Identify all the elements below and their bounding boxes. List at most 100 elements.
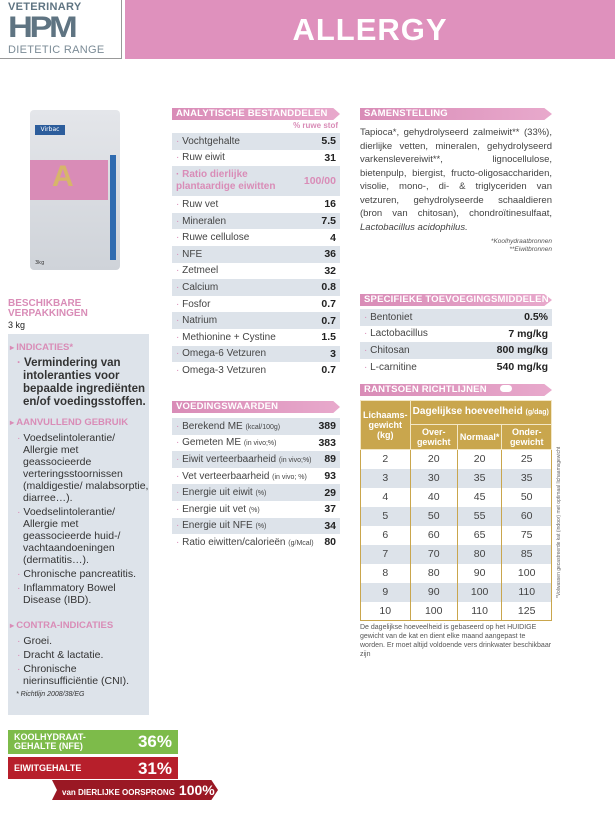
row-value: 34 xyxy=(324,519,336,532)
row-value: 389 xyxy=(318,420,336,433)
col-overweight: Over-gewicht xyxy=(409,424,458,450)
row-label: Fosfor xyxy=(176,299,210,310)
row-value: 31 xyxy=(324,151,336,164)
row-label: Natrium xyxy=(176,315,217,326)
hpm-logo: VETERINARY HPM DIETETIC RANGE xyxy=(0,0,122,59)
nfe-badge: KOOLHYDRAAT-GEHALTE (NFE) 36% xyxy=(8,730,178,754)
table-row: Vet verteerbaarheid (in vivo; %) 93 xyxy=(172,468,340,485)
origin-label: van DIERLIJKE OORSPRONG xyxy=(62,788,175,797)
table-cell: 20 xyxy=(456,449,502,469)
bag-letter: A xyxy=(52,160,74,193)
table-row: Vochtgehalte 5.5 xyxy=(172,133,340,150)
table-cell: 100 xyxy=(501,563,552,583)
table-cell: 110 xyxy=(501,582,552,602)
row-label: Lactobacillus xyxy=(364,328,428,339)
table-row: Ratio dierlijke plantaardige eiwitten 100… xyxy=(172,166,340,197)
table-cell: 8 xyxy=(360,563,411,583)
row-label: Mineralen xyxy=(176,216,226,227)
bag-label-band xyxy=(30,160,108,200)
row-label: Ratio eiwitten/calorieën (g/Mcal) xyxy=(176,537,313,548)
row-label: Energie uit eiwit (%) xyxy=(176,487,266,498)
table-row: Chitosan 800 mg/kg xyxy=(360,342,552,359)
row-label: Chitosan xyxy=(364,345,409,356)
logo-main-text: HPM xyxy=(8,11,78,44)
row-value: 29 xyxy=(324,486,336,499)
row-value: 32 xyxy=(324,264,336,277)
row-value: 540 mg/kg xyxy=(496,361,548,374)
footnote-protein: **Eiwitbronnen xyxy=(509,246,552,253)
table-row: Ruwe cellulose 4 xyxy=(172,229,340,246)
row-value: 1.5 xyxy=(321,331,336,344)
composition-text: Tapioca*, gehydrolyseerd zalmeiwit** (33… xyxy=(360,127,552,233)
row-label: Eiwit verteerbaarheid (in vivo;%) xyxy=(176,454,311,465)
table-row: Bentoniet 0.5% xyxy=(360,309,552,326)
row-value: 383 xyxy=(318,436,336,449)
bag-brand: Virbac xyxy=(35,125,65,135)
protein-badge: EIWITGEHALTE 31% xyxy=(8,757,178,779)
row-value: 89 xyxy=(324,453,336,466)
footnote-carbs: *Koolhydraatbronnen xyxy=(490,238,552,245)
col-normal: Normaal* xyxy=(456,424,503,450)
row-value: 0.7 xyxy=(321,364,336,377)
list-item: Voedselintolerantie/ Allergie met geasso… xyxy=(8,432,149,504)
indications-panel: INDICATIES* Vermindering van intoleranti… xyxy=(8,334,149,715)
row-label: Energie uit vet (%) xyxy=(176,504,260,515)
row-value: 800 mg/kg xyxy=(496,344,548,357)
table-row: 9 90 100 110 xyxy=(360,582,552,602)
list-item: Dracht & lactatie. xyxy=(8,649,149,661)
analytical-title: ANALYTISCHE BESTANDDELEN xyxy=(172,108,340,120)
table-row: Mineralen 7.5 xyxy=(172,212,340,230)
table-cell: 40 xyxy=(409,487,458,507)
table-row: 8 80 90 100 xyxy=(360,563,552,583)
table-row: Berekend ME (kcal/100g) 389 xyxy=(172,418,340,435)
table-row: 3 30 35 35 xyxy=(360,468,552,488)
row-value: 100/00 xyxy=(303,175,336,188)
ration-section: RANTSOEN RICHTLIJNEN Lichaams-gewicht (k… xyxy=(360,384,553,659)
row-label: NFE xyxy=(176,249,202,260)
col-underweight: Onder-gewicht xyxy=(501,424,552,450)
table-cell: 125 xyxy=(501,601,552,621)
table-row: Ruw vet 16 xyxy=(172,196,340,213)
list-item: Groei. xyxy=(8,635,149,647)
table-row: 5 50 55 60 xyxy=(360,506,552,526)
row-label: Methionine + Cystine xyxy=(176,332,276,343)
row-value: 7 mg/kg xyxy=(508,327,548,340)
table-row: 6 60 65 75 xyxy=(360,525,552,545)
row-value: 0.7 xyxy=(321,298,336,311)
composition-title: SAMENSTELLING xyxy=(360,108,552,120)
origin-badge: van DIERLIJKE OORSPRONG 100% xyxy=(52,780,218,800)
row-label: Ruw eiwit xyxy=(176,152,225,163)
table-row: Eiwit verteerbaarheid (in vivo;%) 89 xyxy=(172,451,340,468)
nfe-value: 36% xyxy=(137,732,172,751)
table-row: Energie uit vet (%) 37 xyxy=(172,501,340,518)
table-cell: 20 xyxy=(409,449,458,469)
table-cell: 9 xyxy=(360,582,411,602)
origin-value: 100% xyxy=(178,782,215,798)
row-value: 0.8 xyxy=(321,281,336,294)
table-row: Calcium 0.8 xyxy=(172,279,340,296)
table-cell: 80 xyxy=(409,563,458,583)
table-cell: 100 xyxy=(456,582,502,602)
row-value: 16 xyxy=(324,198,336,211)
list-item: Inflammatory Bowel Disease (IBD). xyxy=(8,582,149,606)
table-cell: 65 xyxy=(456,525,502,545)
row-label: Energie uit NFE (%) xyxy=(176,520,266,531)
table-row: Methionine + Cystine 1.5 xyxy=(172,329,340,346)
table-cell: 3 xyxy=(360,468,411,488)
row-label: L-carnitine xyxy=(364,362,417,373)
packaging: BESCHIKBARE VERPAKKINGEN 3 kg xyxy=(8,299,98,331)
table-cell: 10 xyxy=(360,601,411,621)
col-weight: Lichaams-gewicht (kg) xyxy=(360,400,411,450)
analytical-unit: % ruwe stof xyxy=(293,121,338,130)
nutrition-title: VOEDINGSWAARDEN xyxy=(172,401,340,413)
logo-sub-text: DIETETIC RANGE xyxy=(8,44,105,56)
row-label: Bentoniet xyxy=(364,312,412,323)
table-cell: 7 xyxy=(360,544,411,564)
ration-table: Lichaams-gewicht (kg) Dagelijkse hoeveel… xyxy=(360,400,553,621)
ration-title: RANTSOEN RICHTLIJNEN xyxy=(360,384,552,396)
row-value: 5.5 xyxy=(321,135,336,148)
row-label: Vochtgehalte xyxy=(176,136,240,147)
row-label: Omega-3 Vetzuren xyxy=(176,365,266,376)
nutrition-section: VOEDINGSWAARDEN Berekend ME (kcal/100g) 3… xyxy=(172,401,340,551)
table-cell: 50 xyxy=(409,506,458,526)
